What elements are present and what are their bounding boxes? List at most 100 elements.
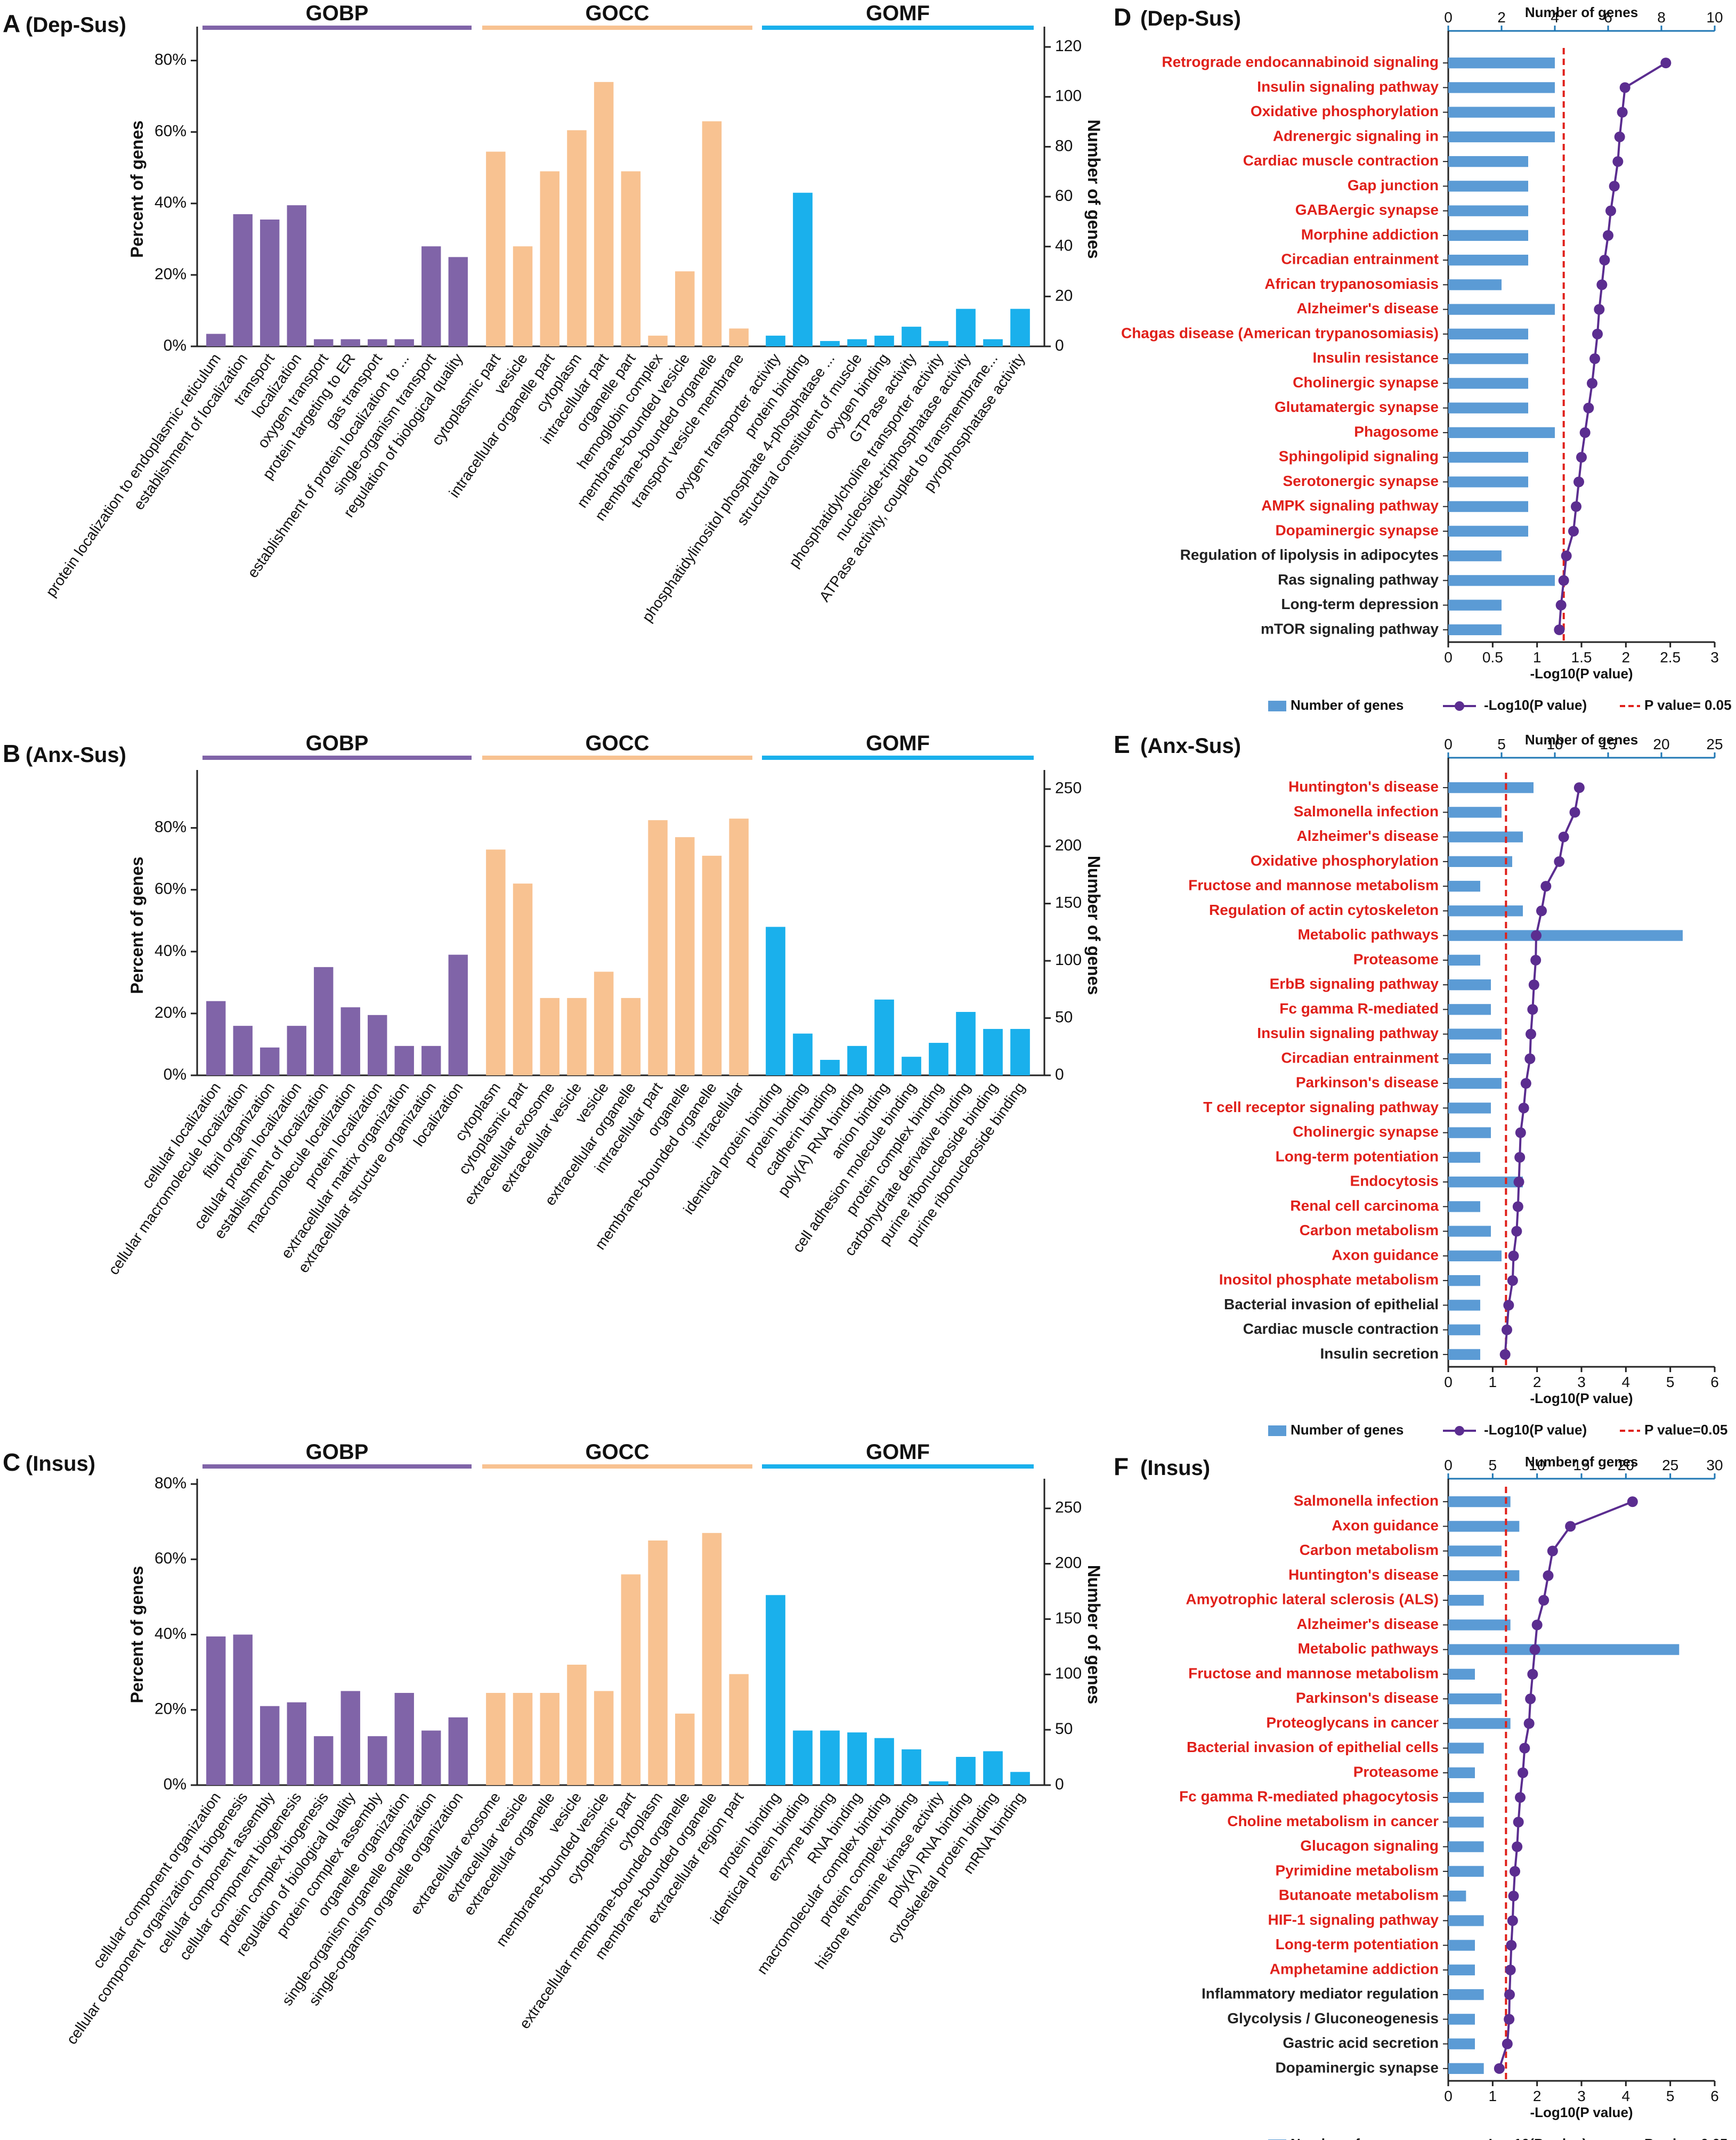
pathway-label: Huntington's disease xyxy=(1288,779,1439,795)
top-tick-label: 0 xyxy=(1444,9,1453,26)
top-tick-label: 5 xyxy=(1497,736,1506,752)
y-tick-label: 0% xyxy=(164,1776,186,1793)
bottom-tick-label: 6 xyxy=(1710,2088,1719,2104)
bar xyxy=(540,1692,560,1785)
pvalue-point xyxy=(1576,452,1587,463)
gene-count-bar xyxy=(1448,1644,1680,1655)
pathway-label: Glycolysis / Gluconeogenesis xyxy=(1227,2010,1439,2026)
pvalue-point xyxy=(1510,1866,1520,1877)
bottom-tick-label: 0 xyxy=(1444,649,1453,666)
bar xyxy=(394,339,414,346)
bottom-tick-label: 3 xyxy=(1577,2088,1586,2104)
bar xyxy=(675,271,695,346)
gene-count-bar xyxy=(1448,1940,1475,1951)
bottom-tick-label: 2 xyxy=(1533,2088,1542,2104)
pathway-label: Oxidative phosphorylation xyxy=(1251,852,1439,869)
pvalue-point xyxy=(1527,1668,1538,1680)
gene-count-bar xyxy=(1448,279,1502,290)
gene-count-bar xyxy=(1448,1152,1480,1163)
bar xyxy=(847,339,867,346)
gene-count-bar xyxy=(1448,575,1555,586)
y-axis-title: Percent of genes xyxy=(127,857,147,994)
pathway-label: Insulin signaling pathway xyxy=(1257,78,1439,95)
gene-count-bar xyxy=(1448,107,1555,118)
pathway-label: Carbon metabolism xyxy=(1300,1542,1439,1558)
bottom-tick-label: 0 xyxy=(1444,2088,1453,2104)
pvalue-point xyxy=(1520,1078,1531,1089)
pvalue-point xyxy=(1525,1693,1536,1705)
y2-tick-label: 50 xyxy=(1055,1720,1073,1738)
legend-line-label: -Log10(P value) xyxy=(1484,1422,1587,1438)
bar xyxy=(594,971,614,1075)
pathway-label: Dopaminergic synapse xyxy=(1275,522,1439,538)
pvalue-point xyxy=(1515,1792,1526,1803)
top-tick-label: 4 xyxy=(1551,9,1559,26)
gene-count-bar xyxy=(1448,856,1512,868)
bottom-tick-label: 4 xyxy=(1622,1374,1630,1390)
gene-count-bar xyxy=(1448,2063,1484,2074)
legend-line-label: -Log10(P value) xyxy=(1484,697,1587,713)
pathway-label: African trypanosomiasis xyxy=(1264,275,1439,292)
pathway-label: Fc gamma R-mediated xyxy=(1279,1000,1439,1017)
bar xyxy=(1010,1028,1030,1075)
gene-count-bar xyxy=(1448,1201,1480,1212)
top-tick-label: 20 xyxy=(1653,736,1669,752)
pathway-label: Axon guidance xyxy=(1332,1517,1439,1534)
legend-bar-label: Number of genes xyxy=(1291,2136,1404,2140)
gene-count-bar xyxy=(1448,807,1502,818)
group-header-label: GOCC xyxy=(586,2,650,25)
pvalue-point xyxy=(1589,353,1600,364)
pathway-label: Long-term potentiation xyxy=(1276,1936,1439,1952)
pvalue-point xyxy=(1596,279,1608,290)
category-label: cellular component organization or bioge… xyxy=(63,1789,251,2047)
top-tick-label: 20 xyxy=(1618,1457,1634,1473)
bar xyxy=(621,1574,641,1785)
group-header-label: GOCC xyxy=(586,732,650,755)
pathway-label: Bacterial invasion of epithelial cells xyxy=(1187,1739,1439,1755)
pvalue-point xyxy=(1526,1028,1536,1040)
bar xyxy=(287,205,306,346)
gene-count-bar xyxy=(1448,1226,1491,1237)
gene-count-bar xyxy=(1448,1250,1502,1262)
gene-count-bar xyxy=(1448,599,1502,611)
gene-count-bar xyxy=(1448,1841,1484,1852)
y2-axis-title: Number of genes xyxy=(1084,119,1104,258)
bar xyxy=(486,151,506,346)
pathway-label: Choline metabolism in cancer xyxy=(1227,1813,1439,1829)
pvalue-point xyxy=(1554,624,1565,635)
y-tick-label: 40% xyxy=(155,942,186,960)
gene-count-bar xyxy=(1448,254,1528,266)
legend-bar-swatch xyxy=(1268,1425,1286,1436)
gene-count-bar xyxy=(1448,82,1555,93)
bar xyxy=(847,1045,867,1075)
pathway-label: Renal cell carcinoma xyxy=(1290,1197,1439,1214)
gene-count-bar xyxy=(1448,1890,1466,1902)
bar xyxy=(793,192,813,346)
bar xyxy=(513,883,533,1075)
panel-letter: F xyxy=(1114,1453,1129,1480)
pvalue-point xyxy=(1494,2063,1505,2074)
pathway-label: Amphetamine addiction xyxy=(1270,1960,1439,1977)
bar xyxy=(902,1057,921,1075)
gene-count-bar xyxy=(1448,1718,1511,1729)
bar xyxy=(956,1757,976,1785)
pathway-label: Metabolic pathways xyxy=(1297,926,1439,943)
gene-count-bar xyxy=(1448,782,1534,793)
legend-bar-label: Number of genes xyxy=(1291,1422,1404,1438)
gene-count-bar xyxy=(1448,156,1528,167)
pathway-label: Regulation of actin cytoskeleton xyxy=(1209,902,1439,918)
legend-bar-swatch xyxy=(1268,701,1286,711)
pvalue-point xyxy=(1592,328,1603,339)
bar xyxy=(702,121,722,346)
pathway-label: Morphine addiction xyxy=(1301,226,1439,242)
y-tick-label: 60% xyxy=(155,1550,186,1567)
gene-count-bar xyxy=(1448,1693,1502,1705)
panel-title: (Insus) xyxy=(26,1452,95,1476)
bar xyxy=(567,130,587,346)
pvalue-point xyxy=(1540,881,1552,892)
bar xyxy=(766,927,785,1075)
category-label: protein localization to endoplasmic reti… xyxy=(43,351,224,600)
pvalue-point xyxy=(1554,856,1565,867)
bar xyxy=(260,1706,280,1785)
bar xyxy=(929,341,948,346)
